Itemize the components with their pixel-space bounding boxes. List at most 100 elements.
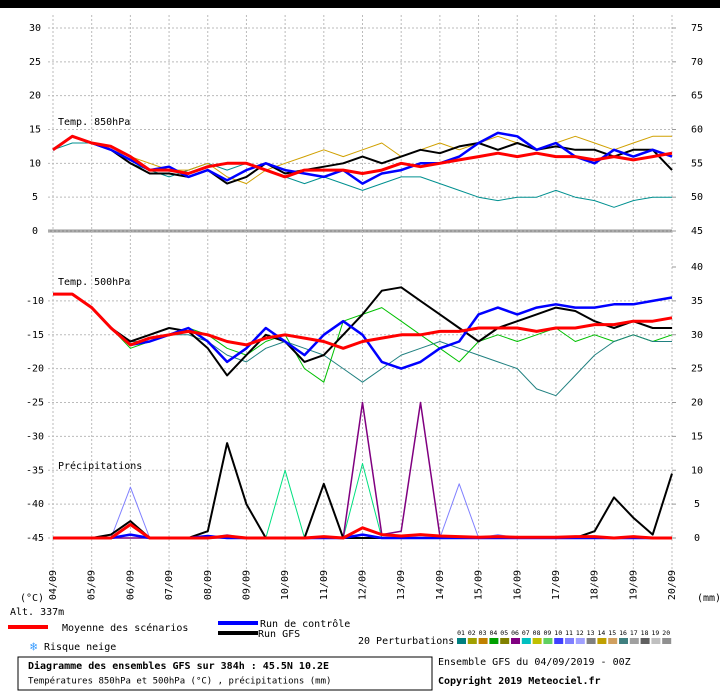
- perturbation-swatch: [489, 638, 499, 644]
- y-tick-label: 20: [691, 398, 703, 409]
- perturbation-swatch: [467, 638, 477, 644]
- y2-tick-label: 55: [691, 158, 703, 169]
- snow-label: Risque neige: [44, 642, 116, 653]
- perturbation-swatch: [608, 638, 618, 644]
- x-tick-label: 08/09: [203, 570, 214, 600]
- perturbation-swatch: [640, 638, 650, 644]
- footer-subtitle: Températures 850hPa et 500hPa (°C) , pré…: [28, 676, 331, 687]
- y-tick-label: 5: [694, 499, 700, 510]
- perturbation-label: 16: [619, 629, 627, 637]
- footer-box: [17, 656, 433, 691]
- y2-tick-label: 70: [691, 57, 703, 68]
- x-tick-label: 20/09: [667, 570, 678, 600]
- y-tick-label: 20: [29, 91, 41, 102]
- x-tick-label: 04/09: [48, 570, 59, 600]
- panel-title: Temp. 500hPa: [58, 277, 130, 288]
- perturbation-swatch: [500, 638, 510, 644]
- x-tick-label: 15/09: [474, 570, 485, 600]
- perturbation-label: 19: [651, 629, 659, 637]
- y-tick-label: 25: [691, 364, 703, 375]
- x-tick-label: 07/09: [164, 570, 175, 600]
- perturbation-label: 02: [468, 629, 476, 637]
- x-tick-label: 19/09: [628, 570, 639, 600]
- perturbation-swatch: [662, 638, 672, 644]
- perturbation-swatch: [575, 638, 585, 644]
- altitude: Alt. 337m: [10, 607, 64, 618]
- perturbation-label: 06: [511, 629, 519, 637]
- series-line: [52, 135, 672, 185]
- series-line: [52, 134, 673, 179]
- y-tick-label: -25: [26, 398, 44, 409]
- y-tick-label: 0: [32, 226, 38, 237]
- series-line: [53, 523, 672, 540]
- y-tick-label: 30: [691, 330, 703, 341]
- y-tick-label: -15: [26, 330, 44, 341]
- run-info: Ensemble GFS du 04/09/2019 - 00Z: [438, 657, 631, 668]
- perturbation-swatch: [457, 638, 466, 644]
- copyright: Copyright 2019 Meteociel.fr: [438, 675, 601, 687]
- y-tick-label: 10: [29, 158, 41, 169]
- y-tick-label: 35: [691, 296, 703, 307]
- y-tick-label: -35: [26, 465, 44, 476]
- x-tick-label: 05/09: [87, 570, 98, 600]
- y-tick-label: 15: [691, 431, 703, 442]
- perturbation-label: 20: [662, 629, 670, 637]
- x-tick-label: 12/09: [358, 570, 369, 600]
- legend-label: Run GFS: [258, 629, 300, 640]
- panel-title: Temp. 850hPa: [58, 117, 130, 128]
- series-line: [53, 286, 672, 377]
- series-line: [52, 142, 672, 208]
- perturbation-swatch: [532, 638, 542, 644]
- perturbation-label: 14: [597, 629, 605, 637]
- y-tick-label: -10: [26, 296, 44, 307]
- series-line: [53, 292, 673, 350]
- y-tick-label: 10: [691, 465, 703, 476]
- x-tick-label: 09/09: [241, 570, 252, 600]
- snow-icon: ❄: [30, 640, 37, 654]
- y-tick-label: -30: [26, 431, 44, 442]
- perturbation-label: 17: [630, 629, 638, 637]
- y2-tick-label: 65: [691, 91, 703, 102]
- x-tick-label: 16/09: [512, 570, 523, 600]
- y2-tick-label: 60: [691, 125, 703, 136]
- perturbation-swatch: [478, 638, 488, 644]
- y2-tick-label: 75: [691, 23, 703, 34]
- y-tick-label: 5: [32, 192, 38, 203]
- x-tick-label: 11/09: [319, 570, 330, 600]
- unit-left: (°C): [20, 593, 44, 604]
- perturbation-label: 08: [533, 629, 541, 637]
- legend-label: Moyenne des scénarios: [62, 622, 188, 634]
- series-line: [52, 135, 673, 185]
- y2-tick-label: 50: [691, 192, 703, 203]
- perturbation-label: 12: [576, 629, 584, 637]
- perturbation-swatch: [597, 638, 607, 644]
- y-tick-label: -20: [26, 364, 44, 375]
- y-tick-label: -40: [26, 499, 44, 510]
- x-tick-label: 10/09: [280, 570, 291, 600]
- y-tick-label: 15: [29, 125, 41, 136]
- x-tick-label: 18/09: [590, 570, 601, 600]
- x-tick-label: 17/09: [551, 570, 562, 600]
- x-tick-label: 06/09: [125, 570, 136, 600]
- perturbation-label: 04: [489, 629, 497, 637]
- perturbation-swatch: [554, 638, 564, 644]
- perturbation-label: 15: [608, 629, 616, 637]
- series-line: [53, 292, 673, 370]
- perturbation-swatch: [619, 638, 628, 644]
- unit-right: (mm): [697, 593, 720, 604]
- perturbation-label: 18: [641, 629, 649, 637]
- y2-tick-label: 45: [691, 226, 703, 237]
- y-tick-label: 40: [691, 262, 703, 273]
- perturbation-label: 13: [587, 629, 595, 637]
- perturbation-swatch: [565, 638, 574, 644]
- perturbation-label: 05: [500, 629, 508, 637]
- legend-label: Run de contrôle: [260, 618, 350, 630]
- perturbation-label: 10: [554, 629, 562, 637]
- panel-title: Précipitations: [58, 460, 142, 472]
- perturbation-swatch: [651, 638, 661, 644]
- perturbation-label: 07: [522, 629, 530, 637]
- perturbations-title: 20 Perturbations: [358, 636, 454, 647]
- y-tick-label: 25: [29, 57, 41, 68]
